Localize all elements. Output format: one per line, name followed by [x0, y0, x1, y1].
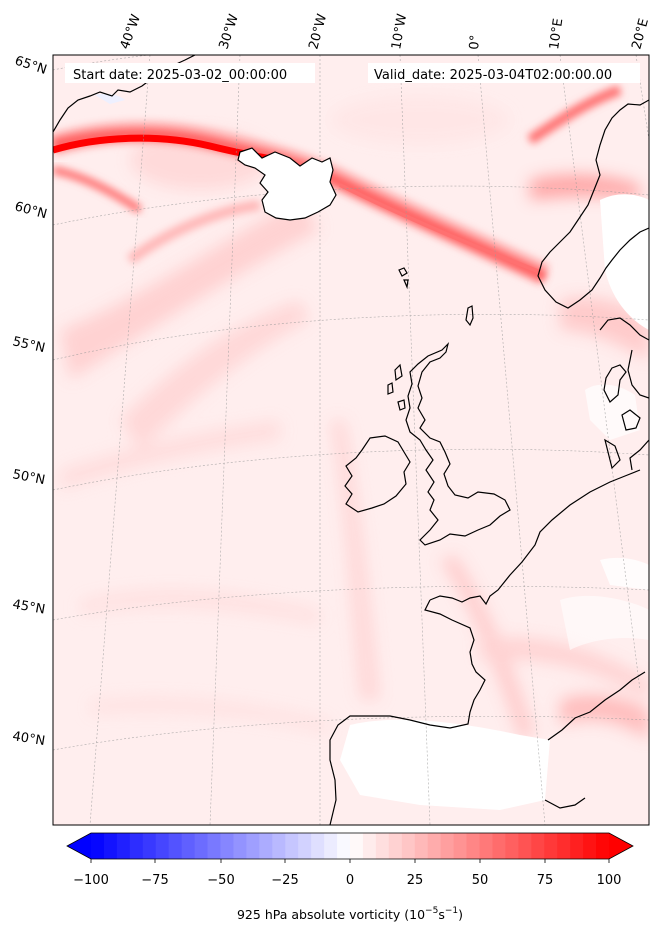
colorbar-cell — [285, 833, 299, 859]
colorbar-tick-label: −100 — [73, 873, 109, 888]
valid-date-label: Valid_date: 2025-03-04T02:00:00.00 — [374, 68, 612, 83]
colorbar-cell — [570, 833, 584, 859]
gridlines — [53, 55, 649, 825]
colorbar-cell — [518, 833, 532, 859]
colorbar-extend-min — [67, 833, 91, 859]
colorbar: −100 −75 −50 −25 0 25 50 75 100 925 hPa … — [66, 832, 634, 922]
britain-coast — [405, 342, 511, 546]
colorbar-cell — [479, 833, 494, 859]
colorbar-cell — [427, 833, 442, 859]
continent-coast — [429, 469, 641, 606]
lon-label: 20°E — [629, 17, 652, 51]
colorbar-tick-label: −75 — [141, 873, 168, 888]
colorbar-cell — [129, 833, 144, 859]
start-label-box — [65, 63, 315, 83]
blue-patch — [95, 93, 125, 104]
colorbar-cell — [246, 833, 260, 859]
colorbar-cell — [466, 833, 481, 859]
colorbar-cell — [401, 833, 416, 859]
lat-label: 45°N — [11, 597, 46, 617]
colorbar-cell — [505, 833, 519, 859]
colorbar-cell — [557, 833, 571, 859]
lat-label: 55°N — [11, 334, 46, 356]
lat-label: 60°N — [13, 199, 49, 222]
colorbar-cell — [531, 833, 545, 859]
colorbar-cell — [259, 833, 273, 859]
lon-label: 0° — [467, 34, 483, 50]
colorbar-cell — [453, 833, 468, 859]
colorbar-cell — [181, 833, 196, 859]
colorbar-cell — [298, 833, 312, 859]
colorbar-cell — [596, 833, 610, 859]
start-date-label: Start date: 2025-03-02_00:00:00 — [73, 68, 287, 83]
ireland-coast — [344, 435, 411, 513]
colorbar-tick-label: 0 — [346, 873, 354, 888]
iceland-land — [237, 147, 337, 221]
colorbar-ticks: −100 −75 −50 −25 0 25 50 75 100 — [73, 873, 621, 888]
colorbar-cell — [194, 833, 209, 859]
lon-label: 30°W — [217, 12, 242, 51]
colorbar-label: 925 hPa absolute vorticity (10−5s−1) — [237, 906, 463, 922]
map-panel: Start date: 2025-03-02_00:00:00 Valid_da… — [11, 12, 652, 826]
colorbar-cell — [207, 833, 222, 859]
low-vorticity-patches — [340, 194, 649, 810]
lon-label: 10°W — [389, 13, 410, 51]
colorbar-cell — [324, 833, 338, 859]
colorbar-cell — [272, 833, 286, 859]
colorbar-cell — [233, 833, 247, 859]
latitude-labels: 65°N 60°N 55°N 50°N 45°N 40°N — [11, 54, 48, 750]
valid-label-box — [368, 63, 640, 83]
colorbar-cell — [337, 833, 351, 859]
lat-label: 40°N — [11, 729, 46, 749]
colorbar-cell — [362, 833, 377, 859]
lon-label: 10°E — [547, 18, 566, 51]
colorbar-tick-label: 100 — [597, 873, 622, 888]
colorbar-tick-label: 25 — [407, 873, 424, 888]
colorbar-cell — [544, 833, 558, 859]
colorbar-tick-label: 50 — [472, 873, 489, 888]
colorbar-tick-label: 75 — [537, 873, 554, 888]
lat-label: 50°N — [11, 467, 46, 488]
colorbar-cell — [103, 833, 118, 859]
colorbar-cell — [142, 833, 157, 859]
colorbar-cell — [220, 833, 235, 859]
colorbar-cells — [66, 832, 634, 863]
colorbar-cell — [440, 833, 455, 859]
colorbar-cell — [375, 833, 390, 859]
colorbar-cell — [414, 833, 429, 859]
longitude-labels: 40°W 30°W 20°W 10°W 0° 10°E 20°E — [118, 12, 652, 51]
colorbar-cell — [311, 833, 325, 859]
colorbar-extend-max — [609, 833, 633, 859]
colorbar-cell — [91, 833, 105, 859]
map-frame — [52, 54, 650, 826]
colorbar-tick-label: −50 — [207, 873, 234, 888]
colorbar-cell — [583, 833, 597, 859]
colorbar-cell — [388, 833, 403, 859]
colorbar-cell — [350, 833, 364, 859]
colorbar-cell — [492, 833, 506, 859]
lat-label: 65°N — [13, 54, 49, 78]
colorbar-tick-label: −25 — [271, 873, 298, 888]
norway-coast — [537, 99, 649, 309]
lon-label: 40°W — [118, 12, 144, 51]
lon-label: 20°W — [306, 12, 330, 51]
vorticity-field — [60, 95, 649, 740]
colorbar-cell — [155, 833, 170, 859]
colorbar-cell — [116, 833, 131, 859]
colorbar-cell — [168, 833, 183, 859]
